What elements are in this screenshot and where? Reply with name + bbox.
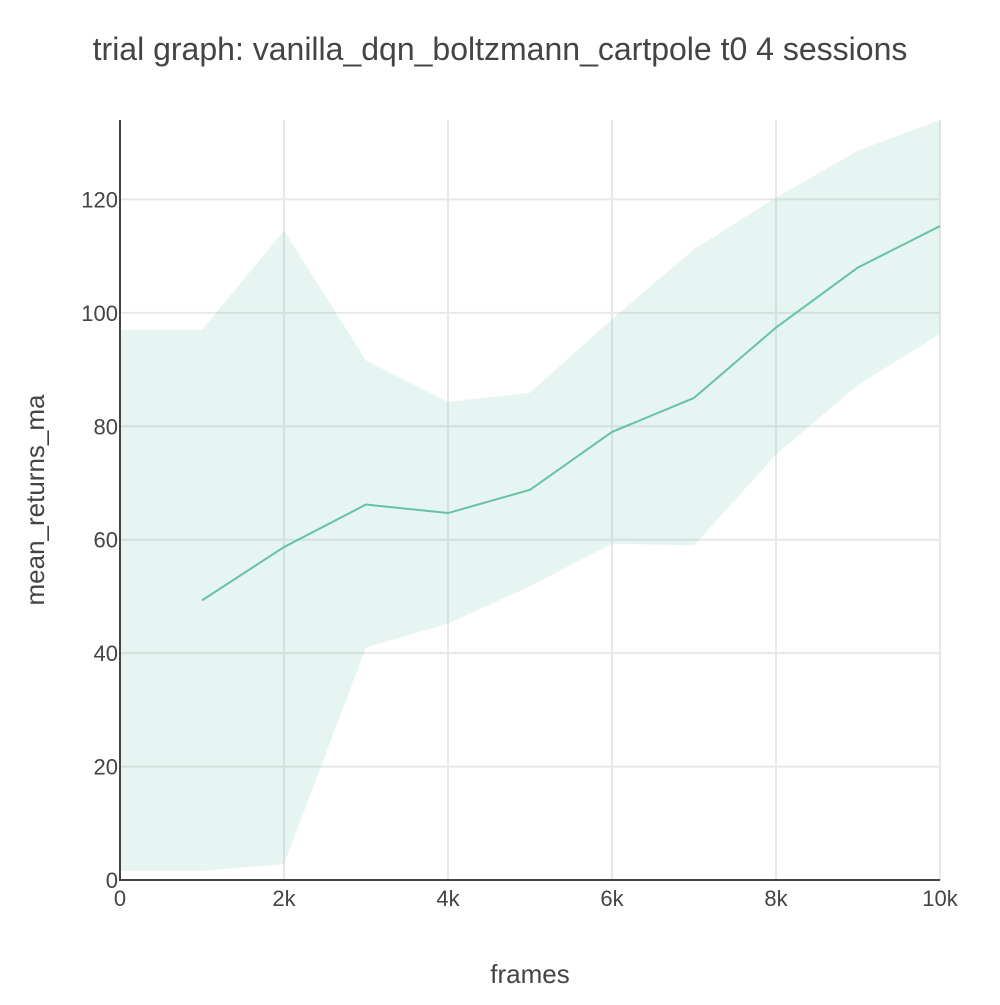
x-tick-label: 10k: [922, 886, 958, 911]
x-tick-label: 8k: [764, 886, 788, 911]
confidence-band-layer: [120, 120, 940, 871]
axes: [119, 120, 940, 881]
y-tick-label: 80: [94, 414, 118, 439]
chart-title: trial graph: vanilla_dqn_boltzmann_cartp…: [93, 31, 908, 67]
y-tick-label: 120: [81, 187, 118, 212]
y-tick-label: 60: [94, 528, 118, 553]
confidence-band: [120, 120, 940, 871]
y-axis-title: mean_returns_ma: [20, 394, 50, 606]
tick-labels: 0 2k 4k 6k 8k 10k 0 20 40 60 80 100 120: [81, 187, 958, 911]
grid-lines: [120, 120, 941, 880]
x-tick-label: 0: [114, 886, 126, 911]
x-axis-title: frames: [490, 959, 569, 989]
y-tick-label: 40: [94, 641, 118, 666]
y-tick-label: 0: [106, 868, 118, 893]
x-tick-label: 2k: [272, 886, 296, 911]
series-line-layer: [201, 225, 941, 602]
y-tick-label: 100: [81, 301, 118, 326]
x-tick-label: 4k: [436, 886, 460, 911]
series-line: [201, 225, 941, 602]
x-tick-label: 6k: [600, 886, 624, 911]
y-tick-label: 20: [94, 755, 118, 780]
